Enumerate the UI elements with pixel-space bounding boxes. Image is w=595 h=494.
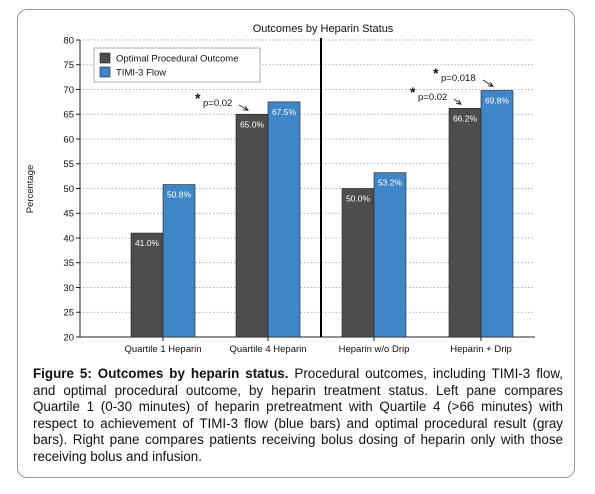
y-tick-label: 75: [63, 60, 74, 71]
bar-timi3-flow: [267, 101, 301, 338]
data-label: 69.8%: [485, 95, 510, 105]
annotation-arrow: [482, 79, 494, 87]
annotation-arrow: [238, 104, 249, 111]
annotation-arrow: [453, 98, 462, 105]
bar-optimal-outcome: [448, 108, 482, 338]
legend-swatch: [99, 66, 111, 78]
y-tick-label: 30: [63, 283, 74, 294]
bar-timi3-flow: [480, 90, 514, 338]
y-tick-label: 40: [63, 233, 74, 244]
data-label: 53.2%: [378, 178, 403, 188]
x-tick-label: Quartile 4 Heparin: [229, 344, 306, 355]
figure-caption: Figure 5: Outcomes by heparin status. Pr…: [33, 366, 563, 466]
y-tick-label: 45: [63, 209, 74, 220]
data-label: 50.0%: [346, 194, 371, 204]
data-label: 67.5%: [272, 107, 297, 117]
legend-label: Optimal Procedural Outcome: [116, 54, 239, 65]
x-tick-label: Quartile 1 Heparin: [124, 344, 201, 355]
annotation-arrowhead: [456, 99, 462, 105]
y-tick-label: 55: [63, 159, 74, 170]
y-axis-label: Percentage: [25, 165, 36, 214]
bar-optimal-outcome: [235, 113, 269, 338]
significance-star: *: [433, 65, 439, 81]
legend-box: [93, 47, 261, 83]
y-tick-label: 50: [63, 184, 74, 195]
caption-text: Procedural outcomes, including TIMI-3 fl…: [33, 366, 563, 464]
data-label: 65.0%: [240, 119, 265, 129]
data-label: 66.2%: [453, 113, 478, 123]
y-tick-label: 65: [63, 110, 74, 121]
caption-label: Figure 5: Outcomes by heparin status.: [33, 366, 289, 381]
legend-label: TIMI-3 Flow: [116, 68, 166, 79]
significance-star: *: [195, 90, 201, 106]
p-value-annotation: p=0.018: [441, 73, 476, 84]
bar-timi3-flow: [162, 184, 196, 338]
p-value-annotation: p=0.02: [418, 92, 447, 103]
y-tick-label: 20: [63, 332, 74, 343]
x-tick-label: Heparin w/o Drip: [339, 344, 410, 355]
significance-star: *: [410, 84, 416, 100]
bar-chart: Outcomes by Heparin Status Percentage 20…: [25, 23, 535, 355]
y-tick-label: 70: [63, 85, 74, 96]
bar-optimal-outcome: [130, 232, 164, 338]
legend-swatch: [99, 52, 111, 64]
bar-timi3-flow: [373, 172, 407, 338]
bar-optimal-outcome: [341, 188, 375, 338]
y-tick-label: 60: [63, 134, 74, 145]
data-label: 50.8%: [167, 190, 192, 200]
annotation-arrowhead: [242, 105, 249, 111]
chart-title: Outcomes by Heparin Status: [253, 23, 394, 35]
p-value-annotation: p=0.02: [203, 98, 232, 109]
annotation-arrowhead: [487, 81, 494, 88]
x-tick-label: Heparin + Drip: [450, 344, 512, 355]
data-label: 41.0%: [135, 238, 160, 248]
y-tick-label: 35: [63, 258, 74, 269]
y-tick-label: 25: [63, 308, 74, 319]
y-tick-label: 80: [63, 35, 74, 46]
